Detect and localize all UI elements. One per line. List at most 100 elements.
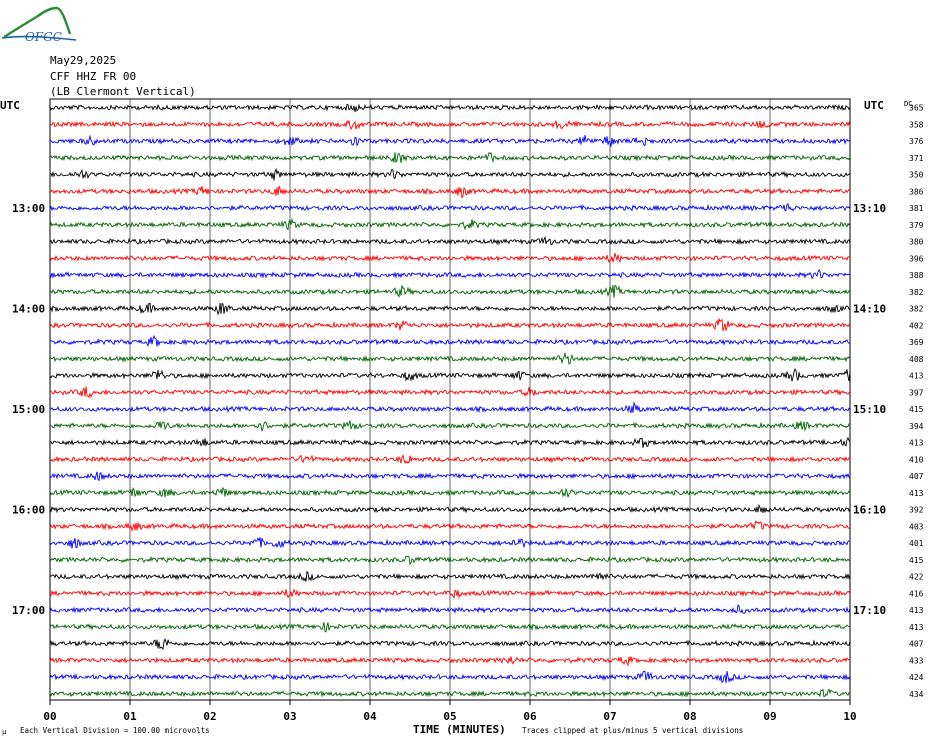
left-time-label: 15:00 bbox=[12, 403, 45, 416]
trace-row-22 bbox=[49, 471, 851, 482]
x-axis-title: TIME (MINUTES) bbox=[413, 723, 506, 736]
trace-row-10 bbox=[49, 268, 851, 280]
right-time-label: 14:10 bbox=[853, 303, 886, 316]
dc-offset-value: 410 bbox=[909, 455, 924, 464]
trace-row-13 bbox=[49, 318, 851, 332]
dc-offset-value: 401 bbox=[909, 539, 924, 548]
clip-note: Traces clipped at plus/minus 5 vertical … bbox=[522, 726, 743, 735]
trace-row-17 bbox=[49, 386, 851, 398]
dc-offset-value: 396 bbox=[909, 254, 924, 263]
dc-offset-value: 413 bbox=[909, 489, 924, 498]
trace-row-18 bbox=[49, 401, 851, 414]
trace-row-4 bbox=[49, 167, 851, 181]
dc-offset-value: 413 bbox=[909, 606, 924, 615]
dc-offset-value: 386 bbox=[909, 187, 924, 196]
trace-row-1 bbox=[49, 119, 851, 131]
station-location: (LB Clermont Vertical) bbox=[50, 85, 196, 98]
dc-offset-value: 397 bbox=[909, 388, 924, 397]
trace-row-24 bbox=[49, 503, 851, 514]
trace-row-12 bbox=[49, 302, 851, 316]
dc-offset-value: 413 bbox=[909, 623, 924, 632]
trace-row-31 bbox=[49, 622, 851, 633]
x-tick-label: 00 bbox=[43, 710, 56, 723]
trace-row-27 bbox=[49, 555, 851, 566]
dc-offset-value: 369 bbox=[909, 338, 924, 347]
dc-offset-value: 403 bbox=[909, 522, 924, 531]
trace-row-9 bbox=[49, 253, 851, 264]
station-code: CFF HHZ FR 00 bbox=[50, 70, 136, 83]
dc-offset-value: 358 bbox=[909, 120, 924, 129]
dc-offset-value: 434 bbox=[909, 690, 924, 699]
plot-grid bbox=[49, 98, 851, 701]
logo-text: OFGC bbox=[25, 30, 62, 44]
trace-row-33 bbox=[49, 656, 851, 667]
trace-row-0 bbox=[49, 103, 851, 113]
trace-row-32 bbox=[49, 637, 851, 651]
trace-row-11 bbox=[49, 284, 851, 298]
trace-row-8 bbox=[49, 235, 851, 246]
logo-mountain-icon bbox=[3, 6, 72, 39]
logo-wave-icon bbox=[1, 35, 77, 41]
x-tick-label: 08 bbox=[683, 710, 696, 723]
ofgc-logo: OFGC bbox=[1, 6, 77, 44]
trace-row-35 bbox=[49, 688, 851, 698]
right-time-labels: 13:10 14:10 15:10 16:10 17:10 bbox=[853, 202, 886, 617]
left-time-label: 16:00 bbox=[12, 504, 45, 517]
x-tick-label: 06 bbox=[523, 710, 537, 723]
dc-offset-value: 416 bbox=[909, 589, 924, 598]
dc-offset-value: 381 bbox=[909, 204, 924, 213]
trace-row-25 bbox=[49, 520, 851, 533]
dc-offset-value: 380 bbox=[909, 238, 924, 247]
x-tick-label: 01 bbox=[123, 710, 137, 723]
trace-row-19 bbox=[49, 420, 851, 432]
dc-offset-value: 392 bbox=[909, 506, 924, 515]
dc-offset-value: 422 bbox=[909, 573, 924, 582]
dc-offset-value: 433 bbox=[909, 656, 924, 665]
x-tick-label: 02 bbox=[203, 710, 216, 723]
dc-offset-value: 376 bbox=[909, 137, 924, 146]
dc-offset-value: 408 bbox=[909, 355, 924, 364]
dc-offset-value: 413 bbox=[909, 372, 924, 381]
dc-offset-value: 350 bbox=[909, 171, 924, 180]
x-tick-label: 09 bbox=[763, 710, 776, 723]
dc-offset-value: 382 bbox=[909, 305, 924, 314]
record-date: May29,2025 bbox=[50, 54, 116, 67]
left-time-label: 17:00 bbox=[12, 604, 45, 617]
trace-row-21 bbox=[49, 454, 851, 465]
trace-row-7 bbox=[49, 217, 851, 231]
dc-offset-header: DC bbox=[904, 100, 912, 108]
x-tick-label: 05 bbox=[443, 710, 456, 723]
dc-offset-value: 424 bbox=[909, 673, 924, 682]
left-timezone-label: UTC bbox=[0, 99, 20, 112]
dc-offset-value: 382 bbox=[909, 288, 924, 297]
dc-offset-value: 413 bbox=[909, 439, 924, 448]
right-time-label: 17:10 bbox=[853, 604, 886, 617]
right-time-label: 15:10 bbox=[853, 403, 886, 416]
dc-offset-value: 379 bbox=[909, 221, 924, 230]
trace-row-5 bbox=[49, 185, 851, 199]
trace-row-30 bbox=[49, 604, 851, 614]
trace-row-3 bbox=[49, 152, 851, 164]
dc-offset-value: 415 bbox=[909, 556, 924, 565]
x-axis-ticks: 00 01 02 03 04 05 06 07 08 09 10 bbox=[43, 700, 857, 723]
trace-row-14 bbox=[49, 334, 851, 348]
trace-row-15 bbox=[49, 352, 851, 365]
dc-offset-value: 371 bbox=[909, 154, 924, 163]
vertical-scale-note: Each Vertical Division = 100.00 microvol… bbox=[20, 726, 210, 735]
trace-row-34 bbox=[49, 670, 851, 684]
trace-row-23 bbox=[49, 486, 851, 498]
dc-offset-value: 394 bbox=[909, 422, 924, 431]
dc-offset-value: 407 bbox=[909, 472, 924, 481]
trace-row-26 bbox=[49, 537, 851, 549]
right-time-label: 16:10 bbox=[853, 504, 886, 517]
x-tick-label: 07 bbox=[603, 710, 616, 723]
trace-row-2 bbox=[49, 134, 851, 147]
dc-offset-column: 365 358 376 371 350 386 381 379 380 396 388 382 382 4… bbox=[909, 104, 924, 699]
dc-offset-value: 365 bbox=[909, 104, 924, 113]
left-time-label: 14:00 bbox=[12, 303, 45, 316]
trace-row-29 bbox=[49, 588, 851, 599]
x-tick-label: 03 bbox=[283, 710, 296, 723]
x-tick-label: 10 bbox=[843, 710, 856, 723]
right-time-label: 13:10 bbox=[853, 202, 886, 215]
